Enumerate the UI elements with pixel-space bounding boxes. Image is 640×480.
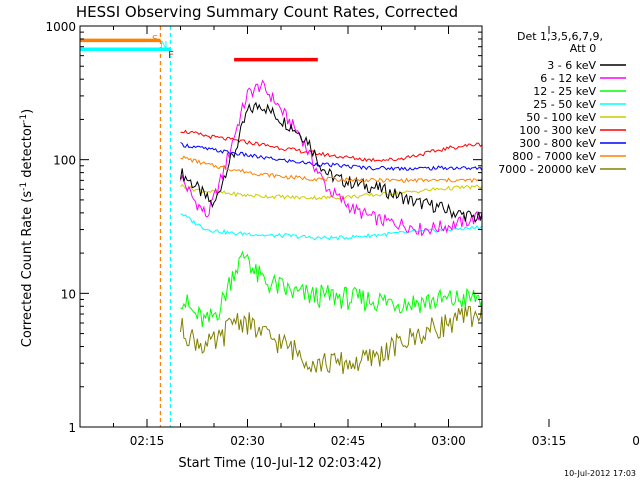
legend-header-attenuator: Att 0 [570, 42, 596, 55]
x-axis-ticks: 02:15 02:30 02:45 03:00 03:15 03:30 [113, 26, 640, 448]
series-line-2 [180, 250, 482, 327]
status-letter-f: F [168, 50, 174, 61]
y-axis-label-mid: detector [20, 122, 35, 182]
status-letter-n: N [160, 40, 167, 51]
y-axis-label-end: ) [20, 109, 35, 114]
x-tick-label-0: 02:15 [130, 434, 165, 448]
series-line-0 [180, 101, 482, 223]
series-line-4 [180, 183, 482, 201]
legend-header-detectors: Det 1,3,5,6,7,9, [517, 30, 603, 43]
plot-frame [79, 25, 483, 428]
y-tick-label-2: 100 [53, 154, 76, 168]
legend-label-4: 50 - 100 keV [526, 111, 596, 124]
legend-label-0: 3 - 6 keV [547, 59, 596, 72]
legend-label-6: 300 - 800 keV [519, 137, 596, 150]
x-tick-label-2: 02:45 [331, 434, 366, 448]
legend-label-5: 100 - 300 keV [519, 124, 596, 137]
y-tick-label-3: 1000 [45, 20, 76, 34]
legend-label-2: 12 - 25 keV [533, 85, 596, 98]
plot-area [80, 26, 482, 427]
legend-label-3: 25 - 50 keV [533, 98, 596, 111]
series-line-7 [180, 155, 482, 184]
x-tick-label-1: 02:30 [230, 434, 265, 448]
status-letter-s: S [152, 34, 158, 45]
series-line-8 [180, 301, 482, 375]
y-tick-label-0: 1 [68, 421, 76, 435]
series-line-3 [180, 213, 482, 241]
series-line-1 [180, 79, 482, 237]
x-axis-label: Start Time (10-Jul-12 02:03:42) [178, 456, 381, 471]
y-axis-ticks: 1 10 100 1000 [45, 20, 482, 435]
series-line-6 [180, 142, 482, 172]
chart-title: HESSI Observing Summary Count Rates, Cor… [76, 3, 458, 21]
y-axis-label-sup1: -1 [19, 182, 29, 191]
legend-label-1: 6 - 12 keV [540, 72, 596, 85]
y-axis-label: Corrected Count Rate (s-1 detector-1) [19, 109, 35, 347]
series-line-5 [180, 129, 482, 163]
x-tick-label-4: 03:15 [532, 434, 567, 448]
y-axis-label-main: Corrected Count Rate (s [20, 191, 35, 348]
y-axis-label-sup2: -1 [19, 114, 29, 123]
legend-label-7: 800 - 7000 keV [512, 150, 596, 163]
y-tick-label-1: 10 [61, 287, 76, 301]
date-stamp: 10-Jul-2012 17:03 [564, 469, 636, 478]
x-tick-label-3: 03:00 [431, 434, 466, 448]
legend-label-8: 7000 - 20000 keV [498, 163, 596, 176]
x-tick-label-5: 03:30 [632, 434, 640, 448]
